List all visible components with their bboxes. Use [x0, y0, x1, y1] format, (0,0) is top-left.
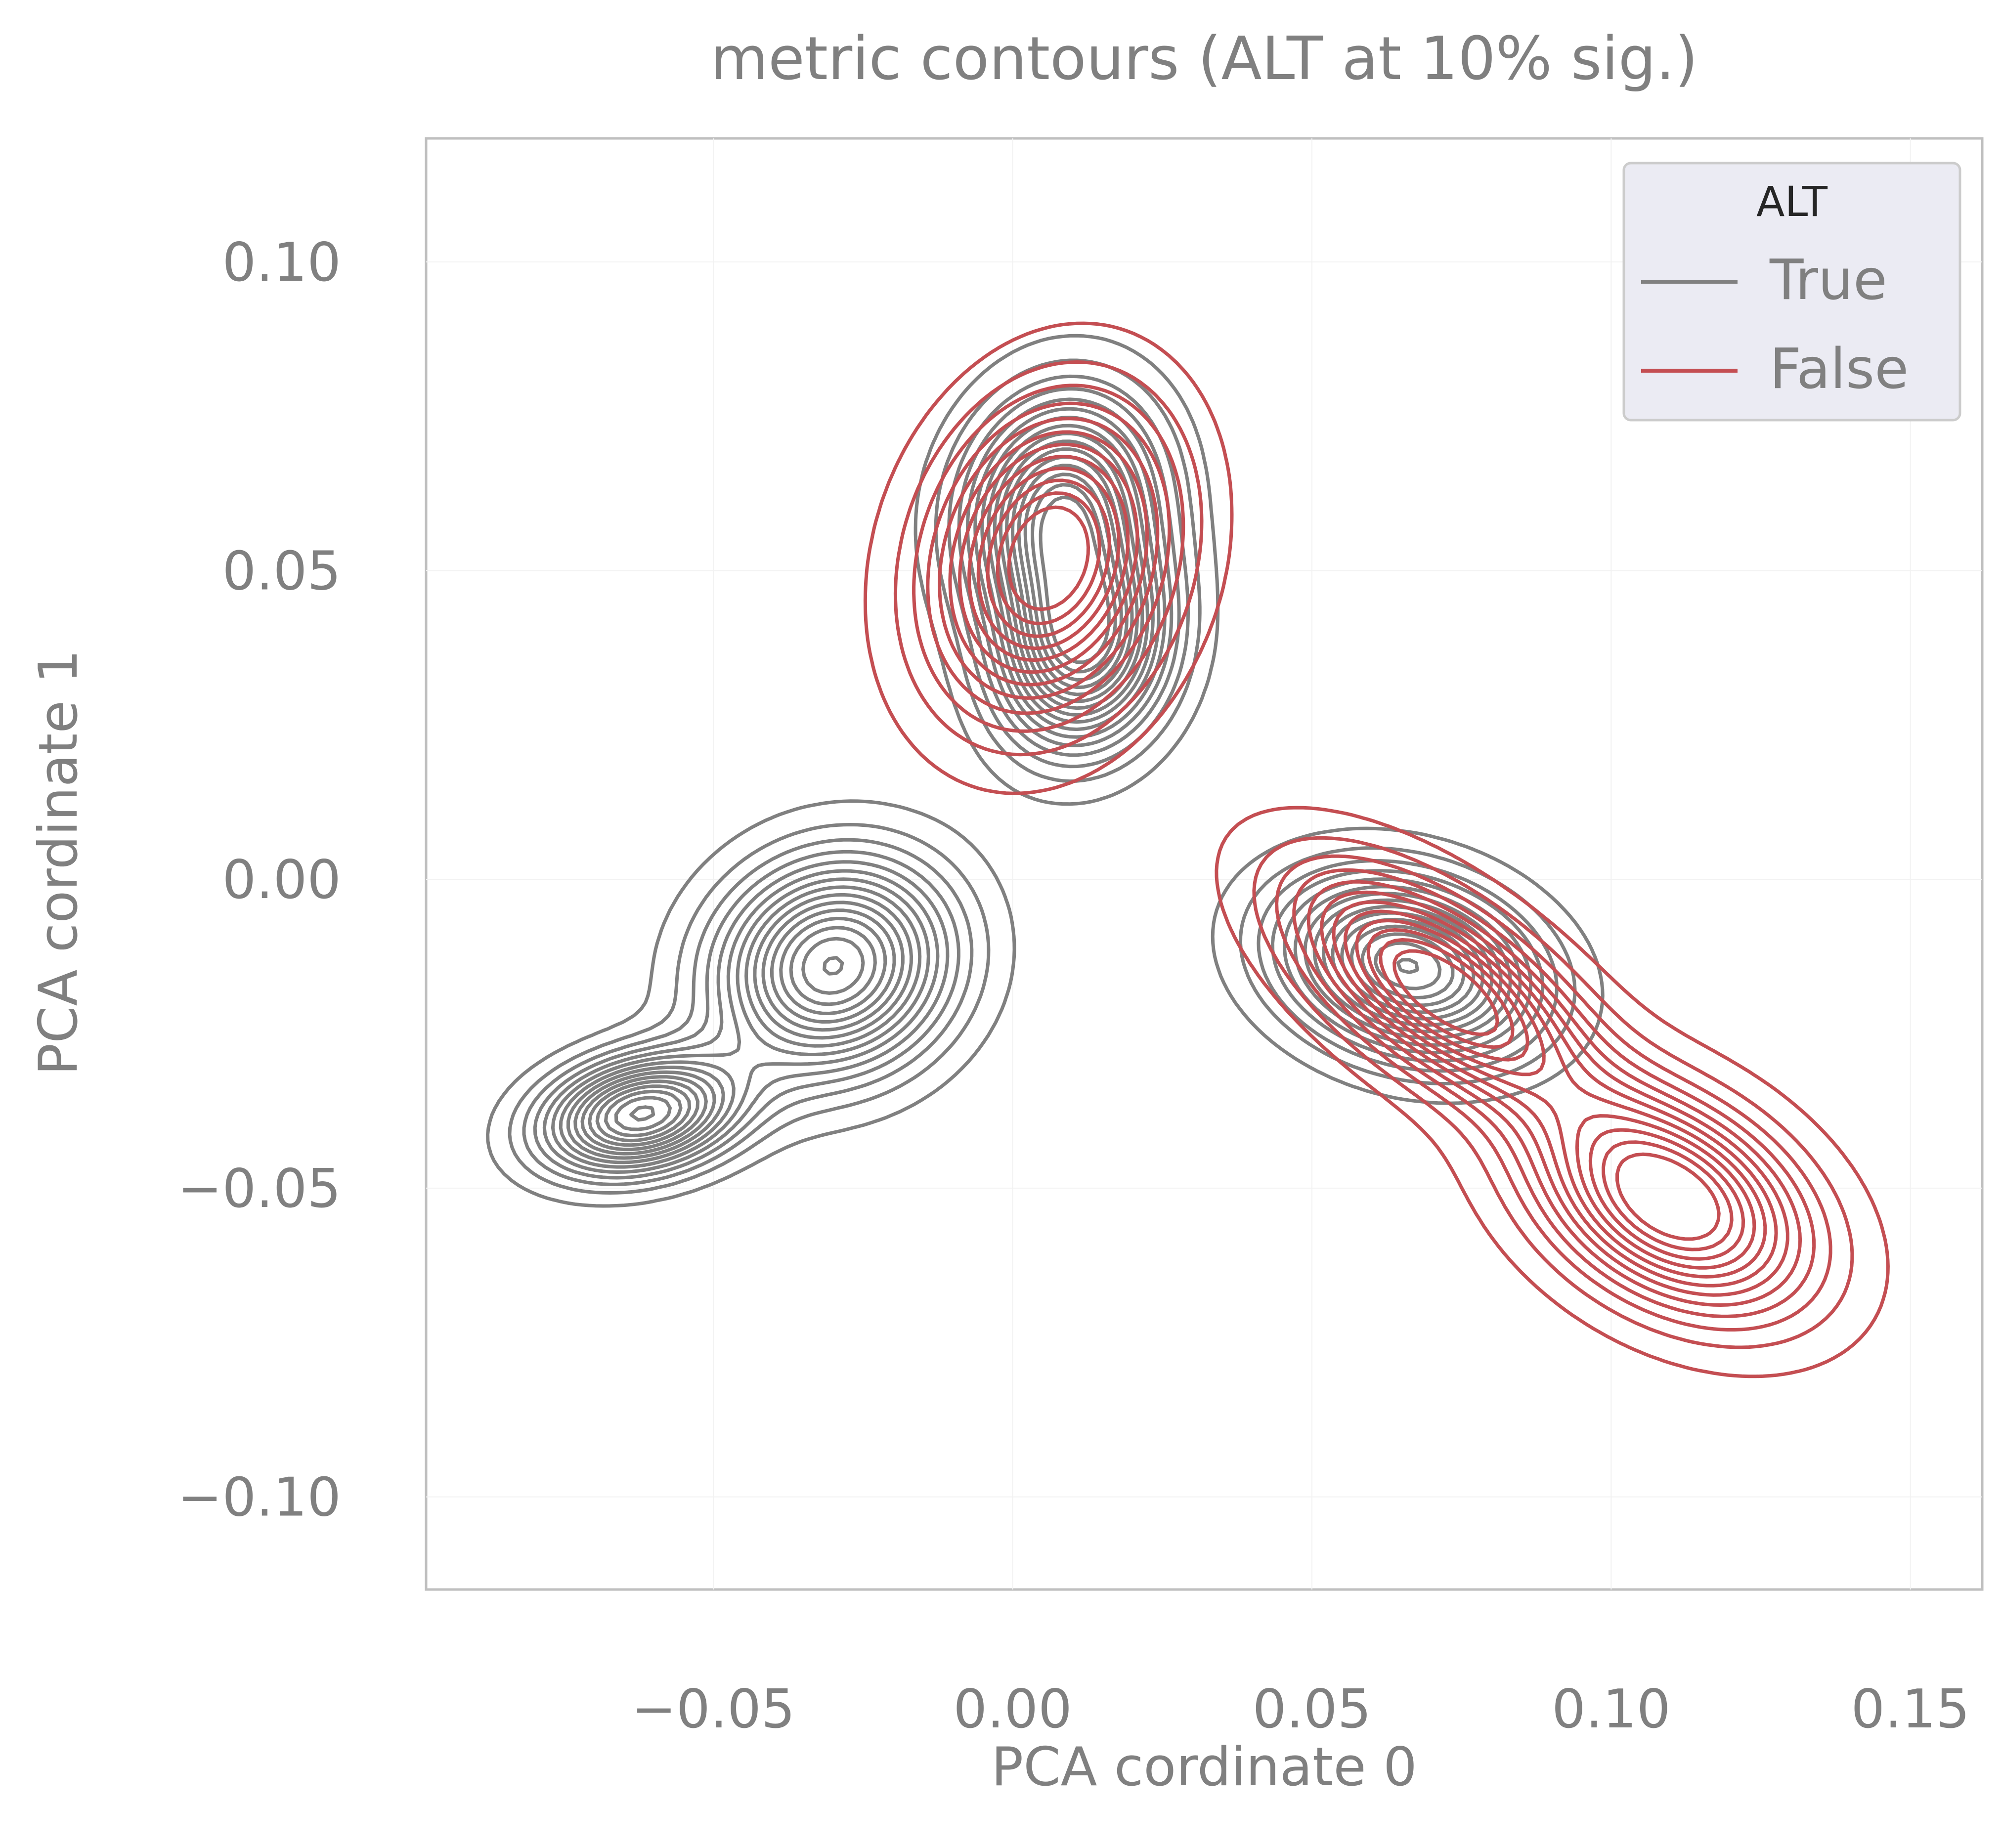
x-tick-label: −0.05	[632, 1678, 795, 1740]
contour-level-false	[863, 321, 1890, 1378]
contour-level-false	[976, 466, 1756, 1270]
legend-box	[1622, 162, 1961, 422]
contour-level-false	[912, 384, 1832, 1332]
y-tick-label: −0.05	[177, 1158, 341, 1220]
contour-level-false	[986, 478, 1745, 1261]
x-tick-label: 0.15	[1851, 1678, 1969, 1740]
x-tick-label: 0.05	[1253, 1678, 1371, 1740]
chart-title: metric contours (ALT at 10% sig.)	[710, 25, 1698, 93]
contour-level-false	[948, 430, 1789, 1297]
y-tick-label: −0.10	[177, 1467, 341, 1529]
series-false-contours	[863, 321, 1890, 1378]
legend: ALT True False	[1622, 162, 1961, 422]
y-tick-label: 0.05	[222, 541, 341, 602]
contour-level-false	[926, 401, 1816, 1318]
contour-level-true	[533, 387, 1545, 1180]
y-tick-label: 0.00	[222, 849, 341, 911]
x-tick-label: 0.00	[953, 1678, 1072, 1740]
x-axis-label: PCA cordinate 0	[991, 1736, 1417, 1798]
contour-level-true	[551, 407, 1522, 1169]
y-axis-ticks: 0.10 0.05 0.00 −0.05 −0.10	[177, 232, 341, 1529]
contour-level-false	[1007, 505, 1721, 1241]
y-tick-label: 0.10	[222, 232, 341, 294]
contour-level-false	[893, 360, 1854, 1349]
contour-level-false	[996, 491, 1734, 1251]
y-axis-label: PCA cordinate 1	[28, 649, 89, 1075]
legend-title: ALT	[1756, 177, 1828, 226]
contour-level-false	[938, 417, 1802, 1307]
x-tick-label: 0.10	[1552, 1678, 1670, 1740]
legend-false-label: False	[1770, 337, 1909, 401]
legend-true-label: True	[1769, 248, 1887, 312]
contour-level-false	[958, 442, 1778, 1288]
x-axis-ticks: −0.05 0.00 0.05 0.10 0.15	[632, 1678, 1970, 1740]
contour-level-false	[967, 455, 1767, 1279]
